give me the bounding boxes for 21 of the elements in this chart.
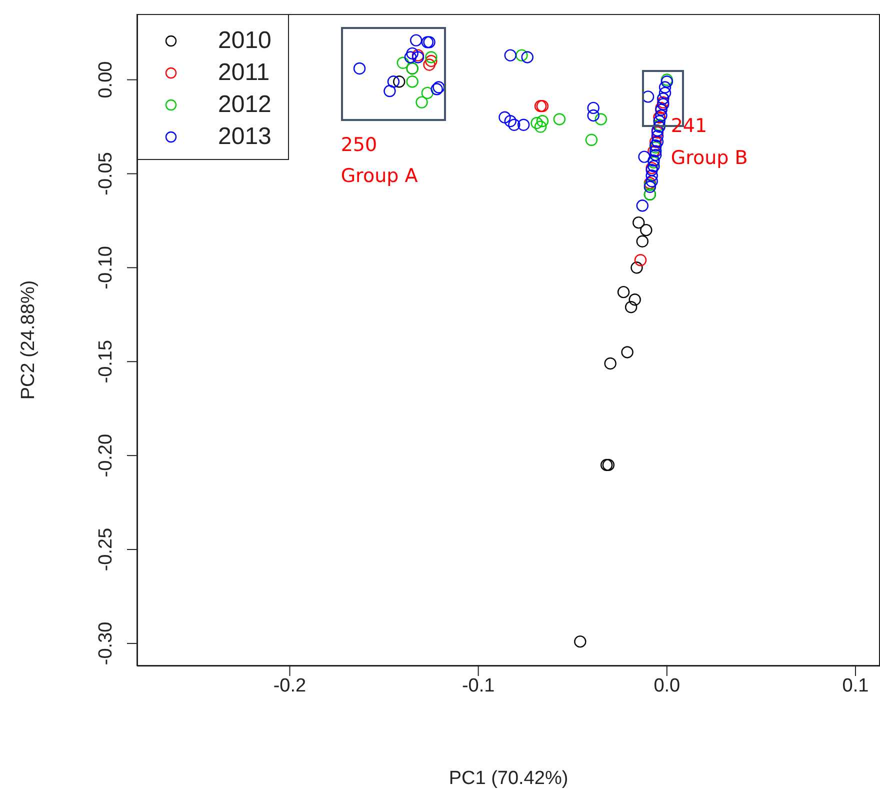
annotation: 241 [670,114,708,137]
legend-label: 2012 [218,91,272,119]
y-tick-label: -0.05 [95,152,116,196]
x-tick-label: 0.1 [842,675,869,696]
legend-label: 2010 [218,27,272,55]
y-tick-label: -0.25 [95,528,116,572]
annotation: 250 [340,134,378,156]
legend-label: 2011 [218,59,270,87]
y-tick-label: -0.15 [95,340,116,384]
y-tick-label: -0.30 [95,622,116,666]
x-axis-title: PC1 (70.42%) [448,768,568,789]
y-tick-label: -0.10 [95,246,116,290]
annotation: Group A [340,165,418,188]
legend-label: 2013 [218,123,272,151]
x-tick-label: -0.2 [273,675,306,696]
y-tick-label: -0.20 [95,434,116,478]
y-axis-title: PC2 (24.88%) [18,280,39,400]
annotation: Group B [670,146,748,169]
x-tick-label: -0.1 [462,675,495,696]
x-tick-label: 0.0 [654,675,680,696]
y-tick-label: 0.00 [95,61,116,98]
